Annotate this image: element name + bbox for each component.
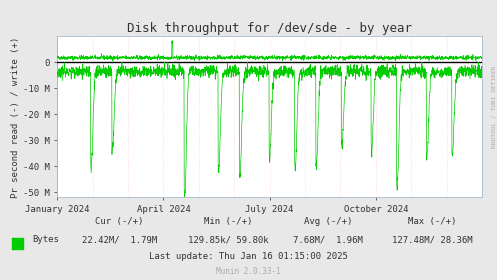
Text: RRDTOOL / TOBI OETIKER: RRDTOOL / TOBI OETIKER [491,65,496,148]
Text: Last update: Thu Jan 16 01:15:00 2025: Last update: Thu Jan 16 01:15:00 2025 [149,252,348,261]
Y-axis label: Pr second read (-) / write (+): Pr second read (-) / write (+) [11,36,20,197]
Text: Min (-/+): Min (-/+) [204,217,253,226]
Text: Munin 2.0.33-1: Munin 2.0.33-1 [216,267,281,276]
Text: Bytes: Bytes [32,235,59,244]
Text: 127.48M/ 28.36M: 127.48M/ 28.36M [392,235,473,244]
Title: Disk throughput for /dev/sde - by year: Disk throughput for /dev/sde - by year [127,22,412,35]
Text: Avg (-/+): Avg (-/+) [304,217,352,226]
Text: Max (-/+): Max (-/+) [408,217,457,226]
Text: 129.85k/ 59.80k: 129.85k/ 59.80k [188,235,269,244]
Text: 22.42M/  1.79M: 22.42M/ 1.79M [82,235,157,244]
Text: Cur (-/+): Cur (-/+) [95,217,144,226]
Text: 7.68M/  1.96M: 7.68M/ 1.96M [293,235,363,244]
